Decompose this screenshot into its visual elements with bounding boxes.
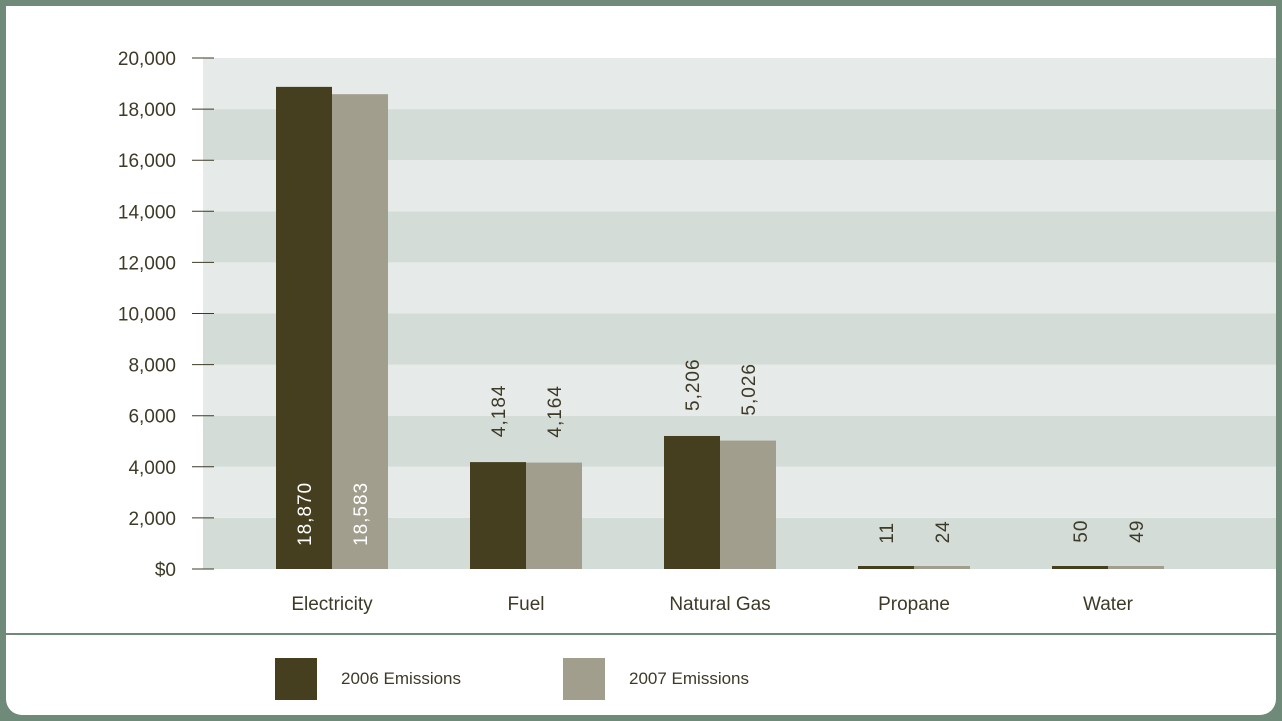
legend-item-2006: 2006 Emissions xyxy=(275,658,461,700)
legend-label-2007: 2007 Emissions xyxy=(629,669,750,688)
data-label: 18,583 xyxy=(351,482,372,546)
bar-water-2007 xyxy=(1108,566,1164,569)
y-tick-label: 20,000 xyxy=(118,49,176,70)
x-category-label: Propane xyxy=(878,594,950,615)
legend-item-2007: 2007 Emissions xyxy=(563,658,749,700)
bar-electricity-2007 xyxy=(332,94,388,570)
bar-fuel-2007 xyxy=(526,462,582,569)
legend-label-2006: 2006 Emissions xyxy=(341,669,462,688)
y-tick-label: 10,000 xyxy=(118,305,176,326)
legend-divider xyxy=(6,633,1276,635)
data-label: 5,206 xyxy=(683,358,704,411)
y-tick-label: 18,000 xyxy=(118,100,176,121)
legend-swatch-2006 xyxy=(275,658,317,700)
x-category-label: Electricity xyxy=(291,594,373,615)
bar-natural-gas-2006 xyxy=(664,435,720,569)
data-label: 50 xyxy=(1071,520,1092,543)
y-tick-label: 4,000 xyxy=(128,458,176,479)
y-tick-label: 8,000 xyxy=(128,356,176,377)
y-tick-label: 14,000 xyxy=(118,202,176,223)
bar-chart: $0 2,000 4,000 6,000 8,000 10,000 12,000 14,000… xyxy=(118,49,1276,615)
data-label: 24 xyxy=(933,520,954,543)
data-label: 4,164 xyxy=(545,385,566,438)
y-tick-label: 2,000 xyxy=(128,509,176,530)
bar-electricity-2006 xyxy=(276,86,332,570)
bar-propane-2007 xyxy=(914,566,970,569)
data-label: 18,870 xyxy=(295,482,316,546)
y-tick-label: 12,000 xyxy=(118,253,176,274)
y-tick-label: 6,000 xyxy=(128,407,176,428)
data-label: 5,026 xyxy=(739,363,760,416)
data-label: 49 xyxy=(1127,520,1148,543)
x-category-label: Fuel xyxy=(508,594,545,615)
data-label: 11 xyxy=(877,522,898,544)
x-category-label: Water xyxy=(1083,594,1134,615)
bar-propane-2006 xyxy=(858,566,914,569)
bar-fuel-2006 xyxy=(470,462,526,569)
legend-swatch-2007 xyxy=(563,658,605,700)
bar-water-2006 xyxy=(1052,566,1108,569)
chart-card: $0 2,000 4,000 6,000 8,000 10,000 12,000 14,000… xyxy=(6,6,1276,715)
x-category-label: Natural Gas xyxy=(669,594,770,615)
data-label: 4,184 xyxy=(489,385,510,438)
y-tick-label: 16,000 xyxy=(118,151,176,172)
y-tick-label: $0 xyxy=(155,560,176,581)
bar-natural-gas-2007 xyxy=(720,440,776,569)
